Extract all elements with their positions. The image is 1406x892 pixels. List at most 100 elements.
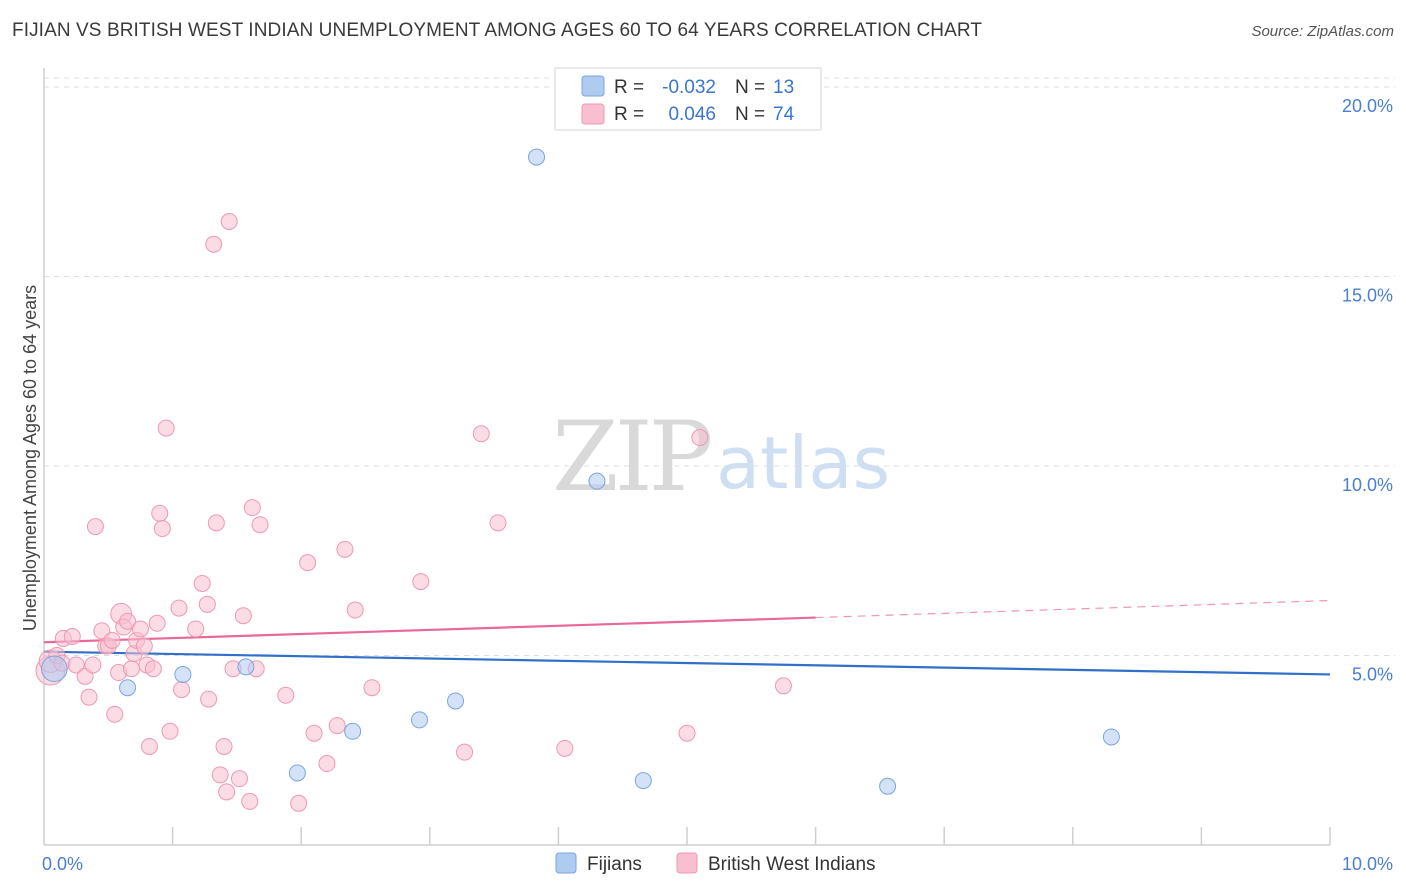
legend-r-value-bwi: 0.046 — [668, 104, 716, 125]
fijians-point — [528, 148, 546, 166]
bwi-point — [318, 755, 336, 773]
fijians-point — [1102, 728, 1120, 746]
legend-n-label-2: N = — [735, 104, 765, 125]
bwi-point — [346, 601, 364, 619]
bottom-legend-bwi: British West Indians — [708, 854, 876, 875]
bwi-point — [198, 595, 216, 613]
legend-swatch-fijians — [581, 75, 605, 97]
bwi-point — [153, 520, 171, 538]
bwi-point — [80, 688, 98, 706]
fijians-point — [40, 655, 68, 683]
bwi-point — [200, 690, 218, 708]
bwi-point — [251, 516, 269, 534]
x-tick-labels: 0.0% 10.0% — [42, 854, 1393, 874]
bwi-point — [131, 620, 149, 638]
bwi-point — [691, 429, 709, 447]
y-axis-label: Unemployment Among Ages 60 to 64 years — [20, 285, 40, 631]
bwi-point — [106, 705, 124, 723]
bwi-point — [119, 612, 137, 630]
bwi-point — [241, 792, 259, 810]
legend-n-value-bwi: 74 — [773, 104, 795, 125]
legend-box: R = -0.032 N = 13 R = 0.046 N = 74 — [554, 67, 822, 131]
bwi-point — [290, 794, 308, 812]
fijians-trend-line — [43, 650, 1331, 676]
y-tick-label: 10.0% — [1342, 475, 1393, 495]
bwi-trend-extension — [815, 599, 1331, 619]
data-points — [35, 148, 1120, 812]
fijians-point — [447, 692, 465, 710]
legend-swatch-bwi — [581, 103, 605, 125]
legend-r-label-2: R = — [614, 104, 644, 125]
fijians-point — [879, 777, 897, 795]
bwi-point — [207, 514, 225, 532]
bwi-point — [336, 540, 354, 558]
x-tick-label: 10.0% — [1342, 854, 1393, 874]
fijians-point — [344, 722, 362, 740]
fijians-point — [634, 772, 652, 790]
bwi-point — [489, 514, 507, 532]
fijians-point — [174, 665, 192, 683]
bwi-point — [157, 419, 175, 437]
bwi-point — [412, 573, 430, 591]
bwi-point — [215, 737, 233, 755]
bwi-point — [243, 499, 261, 517]
bwi-point — [187, 620, 205, 638]
bwi-point — [67, 656, 85, 674]
fijians-point — [237, 658, 255, 676]
bwi-point — [774, 677, 792, 695]
bwi-point — [472, 425, 490, 443]
watermark-atlas: atlas — [716, 421, 890, 505]
bwi-point — [299, 554, 317, 572]
bwi-point — [173, 681, 191, 699]
chart-title: FIJIAN VS BRITISH WEST INDIAN UNEMPLOYME… — [12, 20, 983, 41]
bwi-point — [305, 724, 323, 742]
bwi-point — [234, 607, 252, 625]
bwi-point — [218, 783, 236, 801]
bwi-point — [456, 743, 474, 761]
bwi-point — [63, 628, 81, 646]
bwi-point — [151, 504, 169, 522]
bwi-point — [328, 717, 346, 735]
bwi-point — [678, 724, 696, 742]
y-tick-label: 20.0% — [1342, 96, 1393, 116]
gridlines — [44, 77, 1395, 656]
fijians-point — [288, 764, 306, 782]
bwi-point — [556, 739, 574, 757]
watermark-zip: ZIP — [552, 401, 711, 513]
bwi-point — [363, 679, 381, 697]
y-tick-label: 15.0% — [1342, 285, 1393, 305]
bwi-point — [230, 770, 248, 788]
bwi-point — [135, 637, 153, 655]
bwi-point — [161, 722, 179, 740]
bwi-point — [193, 574, 211, 592]
bottom-legend: Fijians British West Indians — [555, 852, 876, 875]
source-label: Source: ZipAtlas.com — [1251, 23, 1394, 40]
x-ticks — [171, 827, 1331, 845]
x-tick-label: 0.0% — [42, 854, 83, 874]
bwi-point — [205, 235, 223, 253]
bwi-point — [140, 737, 158, 755]
fijians-point — [411, 711, 429, 729]
legend-r-value-fijians: -0.032 — [662, 77, 716, 98]
bwi-point — [144, 660, 162, 678]
bottom-legend-fijians: Fijians — [587, 854, 642, 875]
bwi-point — [220, 213, 238, 231]
bottom-legend-swatch-fijians — [555, 852, 577, 874]
bwi-point — [277, 686, 295, 704]
bwi-point — [86, 518, 104, 536]
bwi-trend-line — [43, 616, 816, 644]
fijians-point — [119, 679, 137, 697]
bottom-legend-swatch-bwi — [676, 852, 698, 874]
legend-r-label-1: R = — [614, 77, 644, 98]
y-tick-label: 5.0% — [1352, 664, 1393, 684]
y-tick-labels: 5.0% 10.0% 15.0% 20.0% — [1342, 96, 1393, 685]
bwi-point — [211, 766, 229, 784]
bwi-point — [84, 656, 102, 674]
bwi-point — [148, 614, 166, 632]
bwi-point — [170, 599, 188, 617]
bwi-point — [122, 660, 140, 678]
legend-n-label-1: N = — [735, 77, 765, 98]
legend-n-value-fijians: 13 — [773, 77, 794, 98]
fijians-point — [588, 472, 606, 490]
